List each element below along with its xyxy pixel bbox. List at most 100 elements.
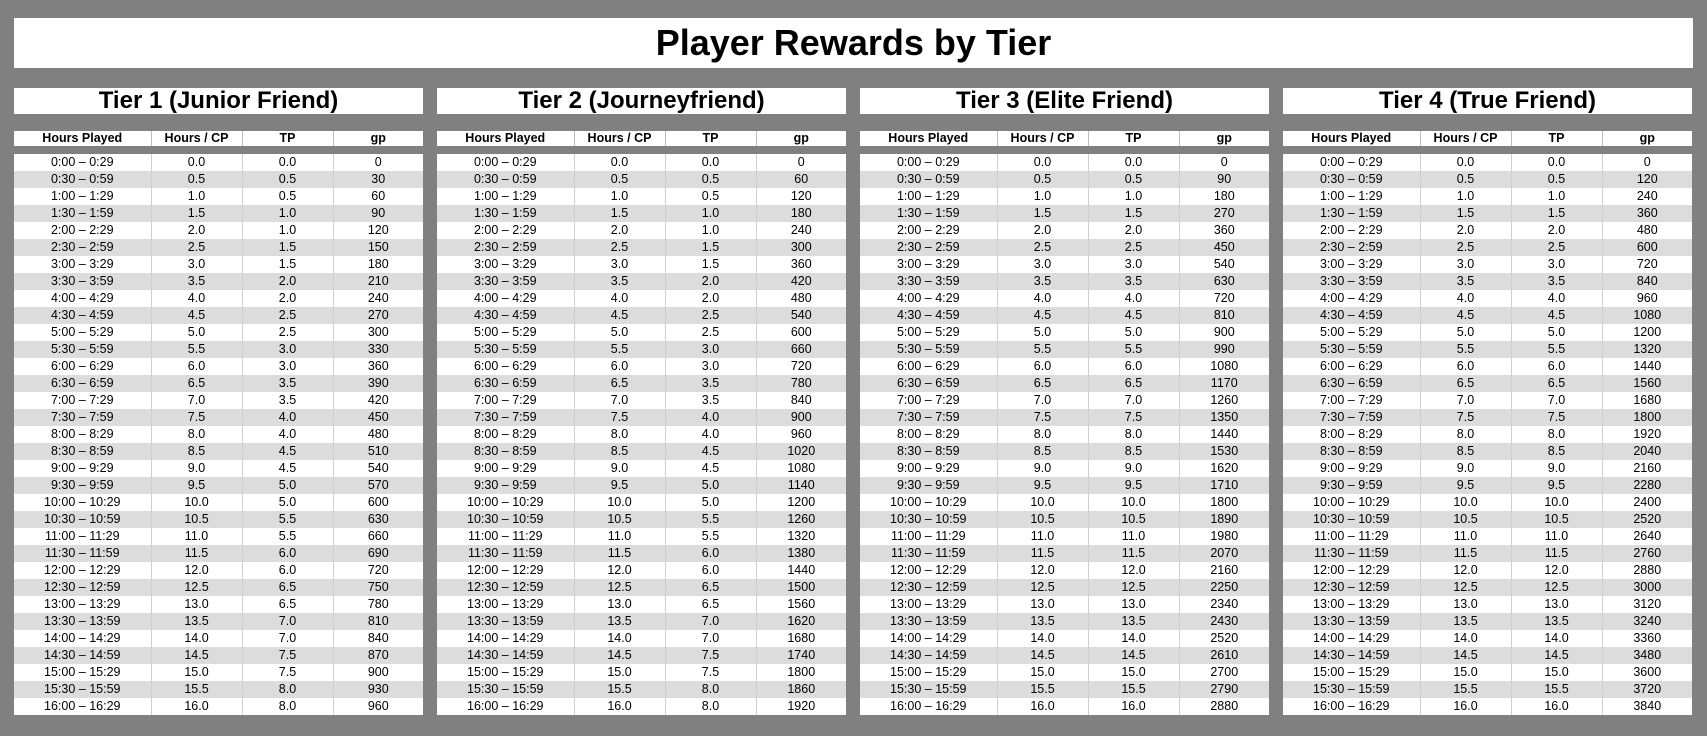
tp-cell: 3.5 (665, 392, 757, 409)
gp-cell: 630 (333, 511, 423, 528)
tp-cell: 3.0 (665, 341, 757, 358)
hours-played-cell: 4:30 – 4:59 (437, 307, 575, 324)
table-row: 12:30 – 12:59 12.5 6.5 750 (14, 579, 423, 596)
hours-played-cell: 3:30 – 3:59 (437, 273, 575, 290)
hours-cp-cell: 1.5 (151, 205, 243, 222)
tp-cell: 3.0 (1511, 256, 1603, 273)
hours-cp-cell: 10.0 (997, 494, 1089, 511)
hours-cp-cell: 13.5 (574, 613, 666, 630)
table-row: 10:30 – 10:59 10.5 10.5 1890 (860, 511, 1269, 528)
hours-played-cell: 9:00 – 9:29 (860, 460, 998, 477)
hours-cp-cell: 11.0 (997, 528, 1089, 545)
table-row: 10:00 – 10:29 10.0 5.0 1200 (437, 494, 846, 511)
table-row: 7:30 – 7:59 7.5 4.0 450 (14, 409, 423, 426)
hours-cp-cell: 2.5 (151, 239, 243, 256)
hours-played-cell: 6:30 – 6:59 (1283, 375, 1421, 392)
tp-cell: 7.5 (242, 664, 334, 681)
table-row: 6:30 – 6:59 6.5 3.5 390 (14, 375, 423, 392)
tp-cell: 4.5 (1088, 307, 1180, 324)
table-row: 15:30 – 15:59 15.5 8.0 1860 (437, 681, 846, 698)
gp-cell: 960 (333, 698, 423, 715)
table-row: 1:00 – 1:29 1.0 1.0 240 (1283, 188, 1692, 205)
hours-cp-cell: 6.5 (997, 375, 1089, 392)
hours-cp-cell: 12.0 (997, 562, 1089, 579)
gp-cell: 180 (1179, 188, 1269, 205)
tp-cell: 9.0 (1511, 460, 1603, 477)
tp-cell: 15.0 (1088, 664, 1180, 681)
hours-cp-cell: 5.5 (574, 341, 666, 358)
gp-cell: 2700 (1179, 664, 1269, 681)
tp-cell: 5.0 (665, 494, 757, 511)
tp-cell: 9.5 (1088, 477, 1180, 494)
hours-played-cell: 2:00 – 2:29 (860, 222, 998, 239)
hours-cp-cell: 7.0 (151, 392, 243, 409)
table-row: 8:00 – 8:29 8.0 8.0 1920 (1283, 426, 1692, 443)
gp-cell: 1200 (1602, 324, 1692, 341)
hours-played-cell: 9:30 – 9:59 (1283, 477, 1421, 494)
tp-cell: 7.0 (1088, 392, 1180, 409)
gp-cell: 120 (1602, 171, 1692, 188)
table-row: 4:30 – 4:59 4.5 4.5 1080 (1283, 307, 1692, 324)
hours-played-cell: 15:30 – 15:59 (1283, 681, 1421, 698)
hours-played-cell: 13:30 – 13:59 (1283, 613, 1421, 630)
table-row: 10:00 – 10:29 10.0 10.0 2400 (1283, 494, 1692, 511)
table-row: 4:30 – 4:59 4.5 2.5 540 (437, 307, 846, 324)
tp-cell: 3.0 (665, 358, 757, 375)
hours-played-cell: 1:00 – 1:29 (1283, 188, 1421, 205)
tp-cell: 13.0 (1511, 596, 1603, 613)
hours-played-cell: 14:00 – 14:29 (437, 630, 575, 647)
gp-cell: 300 (756, 239, 846, 256)
gp-cell: 3360 (1602, 630, 1692, 647)
tp-cell: 12.5 (1088, 579, 1180, 596)
tp-cell: 7.0 (665, 613, 757, 630)
gp-cell: 1170 (1179, 375, 1269, 392)
hours-cp-cell: 9.0 (1420, 460, 1512, 477)
gp-cell: 1440 (1179, 426, 1269, 443)
gp-cell: 60 (756, 171, 846, 188)
gp-cell: 1800 (1179, 494, 1269, 511)
table-row: 2:00 – 2:29 2.0 2.0 480 (1283, 222, 1692, 239)
hours-cp-cell: 6.0 (1420, 358, 1512, 375)
title-bar: Player Rewards by Tier (14, 18, 1693, 68)
hours-played-cell: 13:00 – 13:29 (14, 596, 152, 613)
table-row: 7:00 – 7:29 7.0 7.0 1260 (860, 392, 1269, 409)
gp-cell: 570 (333, 477, 423, 494)
hours-cp-cell: 5.5 (1420, 341, 1512, 358)
table-row: 5:00 – 5:29 5.0 2.5 600 (437, 324, 846, 341)
hours-cp-cell: 4.0 (1420, 290, 1512, 307)
hours-cp-cell: 13.0 (997, 596, 1089, 613)
hours-played-cell: 2:30 – 2:59 (860, 239, 998, 256)
column-header: gp (1602, 131, 1692, 146)
hours-played-cell: 1:30 – 1:59 (1283, 205, 1421, 222)
table-row: 12:00 – 12:29 12.0 6.0 1440 (437, 562, 846, 579)
hours-cp-cell: 0.0 (574, 154, 666, 171)
gp-cell: 1350 (1179, 409, 1269, 426)
table-row: 14:00 – 14:29 14.0 14.0 3360 (1283, 630, 1692, 647)
hours-played-cell: 0:30 – 0:59 (860, 171, 998, 188)
tp-cell: 1.0 (665, 222, 757, 239)
gp-cell: 1080 (1179, 358, 1269, 375)
column-header: Hours Played (1283, 131, 1421, 146)
gp-cell: 3720 (1602, 681, 1692, 698)
hours-played-cell: 7:00 – 7:29 (1283, 392, 1421, 409)
gp-cell: 690 (333, 545, 423, 562)
column-header: TP (242, 131, 334, 146)
gp-cell: 540 (756, 307, 846, 324)
hours-played-cell: 1:30 – 1:59 (437, 205, 575, 222)
tp-cell: 8.0 (242, 698, 334, 715)
hours-cp-cell: 8.0 (574, 426, 666, 443)
gp-cell: 480 (1602, 222, 1692, 239)
gp-cell: 2160 (1179, 562, 1269, 579)
hours-played-cell: 15:00 – 15:29 (437, 664, 575, 681)
hours-played-cell: 8:30 – 8:59 (1283, 443, 1421, 460)
gp-cell: 3480 (1602, 647, 1692, 664)
hours-played-cell: 9:30 – 9:59 (860, 477, 998, 494)
hours-cp-cell: 6.5 (574, 375, 666, 392)
hours-played-cell: 5:00 – 5:29 (14, 324, 152, 341)
hours-cp-cell: 7.5 (1420, 409, 1512, 426)
gp-cell: 120 (756, 188, 846, 205)
gp-cell: 1320 (1602, 341, 1692, 358)
table-row: 1:00 – 1:29 1.0 1.0 180 (860, 188, 1269, 205)
column-header: gp (1179, 131, 1269, 146)
hours-played-cell: 14:30 – 14:59 (14, 647, 152, 664)
